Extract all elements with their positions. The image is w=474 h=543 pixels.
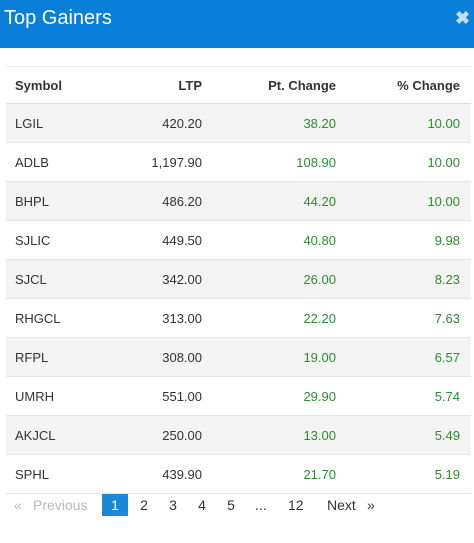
table-row[interactable]: UMRH 551.00 29.90 5.74 xyxy=(6,376,471,416)
ltp-cell: 449.50 xyxy=(162,232,202,248)
pt-change-cell: 29.90 xyxy=(303,388,336,404)
ltp-cell: 486.20 xyxy=(162,193,202,209)
pagination: « Previous 1 2 3 4 5 ... 12 Next » xyxy=(0,494,474,516)
pct-change-cell: 5.49 xyxy=(434,427,460,443)
page-12-button[interactable]: 12 xyxy=(288,497,304,513)
pt-change-cell: 26.00 xyxy=(303,271,336,287)
symbol-cell[interactable]: SJCL xyxy=(15,271,47,287)
widget-header: Top Gainers ✖ xyxy=(0,0,474,48)
gainers-table: Symbol LTP Pt. Change % Change LGIL 420.… xyxy=(6,66,471,494)
first-page-icon: « xyxy=(14,497,22,513)
table-row[interactable]: AKJCL 250.00 13.00 5.49 xyxy=(6,415,471,455)
pt-change-cell: 19.00 xyxy=(303,349,336,365)
pt-change-cell: 44.20 xyxy=(303,193,336,209)
ltp-cell: 308.00 xyxy=(162,349,202,365)
column-header-ltp[interactable]: LTP xyxy=(178,77,202,93)
table-row[interactable]: SJLIC 449.50 40.80 9.98 xyxy=(6,220,471,260)
ltp-cell: 313.00 xyxy=(162,310,202,326)
pagination-ellipsis: ... xyxy=(255,497,267,513)
last-page-icon[interactable]: » xyxy=(367,497,375,513)
symbol-cell[interactable]: RHGCL xyxy=(15,310,61,326)
column-header-pt-change[interactable]: Pt. Change xyxy=(268,77,336,93)
symbol-cell[interactable]: SPHL xyxy=(15,466,49,482)
pt-change-cell: 22.20 xyxy=(303,310,336,326)
pct-change-cell: 10.00 xyxy=(427,115,460,131)
widget-title: Top Gainers xyxy=(4,7,112,29)
pct-change-cell: 5.74 xyxy=(434,388,460,404)
symbol-cell[interactable]: ADLB xyxy=(15,154,49,170)
pct-change-cell: 10.00 xyxy=(427,154,460,170)
ltp-cell: 439.90 xyxy=(162,466,202,482)
table-row[interactable]: LGIL 420.20 38.20 10.00 xyxy=(6,103,471,143)
close-icon[interactable]: ✖ xyxy=(455,8,471,28)
table-header-row: Symbol LTP Pt. Change % Change xyxy=(6,66,471,104)
symbol-cell[interactable]: UMRH xyxy=(15,388,54,404)
previous-button: Previous xyxy=(33,497,88,513)
pt-change-cell: 108.90 xyxy=(296,154,336,170)
table-row[interactable]: RFPL 308.00 19.00 6.57 xyxy=(6,337,471,377)
symbol-cell[interactable]: AKJCL xyxy=(15,427,56,443)
symbol-cell[interactable]: LGIL xyxy=(15,115,44,131)
page-5-button[interactable]: 5 xyxy=(227,497,235,513)
column-header-pct-change[interactable]: % Change xyxy=(397,77,460,93)
symbol-cell[interactable]: SJLIC xyxy=(15,232,51,248)
pct-change-cell: 9.98 xyxy=(434,232,460,248)
pt-change-cell: 40.80 xyxy=(303,232,336,248)
ltp-cell: 1,197.90 xyxy=(151,154,202,170)
pct-change-cell: 8.23 xyxy=(434,271,460,287)
symbol-cell[interactable]: BHPL xyxy=(15,193,49,209)
symbol-cell[interactable]: RFPL xyxy=(15,349,49,365)
pct-change-cell: 5.19 xyxy=(434,466,460,482)
pt-change-cell: 13.00 xyxy=(303,427,336,443)
ltp-cell: 551.00 xyxy=(162,388,202,404)
table-body: LGIL 420.20 38.20 10.00 ADLB 1,197.90 10… xyxy=(6,103,471,494)
column-header-symbol[interactable]: Symbol xyxy=(15,77,62,93)
ltp-cell: 250.00 xyxy=(162,427,202,443)
ltp-cell: 420.20 xyxy=(162,115,202,131)
pct-change-cell: 6.57 xyxy=(434,349,460,365)
table-row[interactable]: SPHL 439.90 21.70 5.19 xyxy=(6,454,471,494)
page-3-button[interactable]: 3 xyxy=(169,497,177,513)
pct-change-cell: 7.63 xyxy=(434,310,460,326)
pct-change-cell: 10.00 xyxy=(427,193,460,209)
pt-change-cell: 38.20 xyxy=(303,115,336,131)
page-1-button[interactable]: 1 xyxy=(102,494,128,516)
next-button[interactable]: Next xyxy=(327,497,356,513)
pt-change-cell: 21.70 xyxy=(303,466,336,482)
table-row[interactable]: SJCL 342.00 26.00 8.23 xyxy=(6,259,471,299)
ltp-cell: 342.00 xyxy=(162,271,202,287)
table-row[interactable]: ADLB 1,197.90 108.90 10.00 xyxy=(6,142,471,182)
page-4-button[interactable]: 4 xyxy=(198,497,206,513)
table-row[interactable]: BHPL 486.20 44.20 10.00 xyxy=(6,181,471,221)
table-row[interactable]: RHGCL 313.00 22.20 7.63 xyxy=(6,298,471,338)
page-2-button[interactable]: 2 xyxy=(140,497,148,513)
